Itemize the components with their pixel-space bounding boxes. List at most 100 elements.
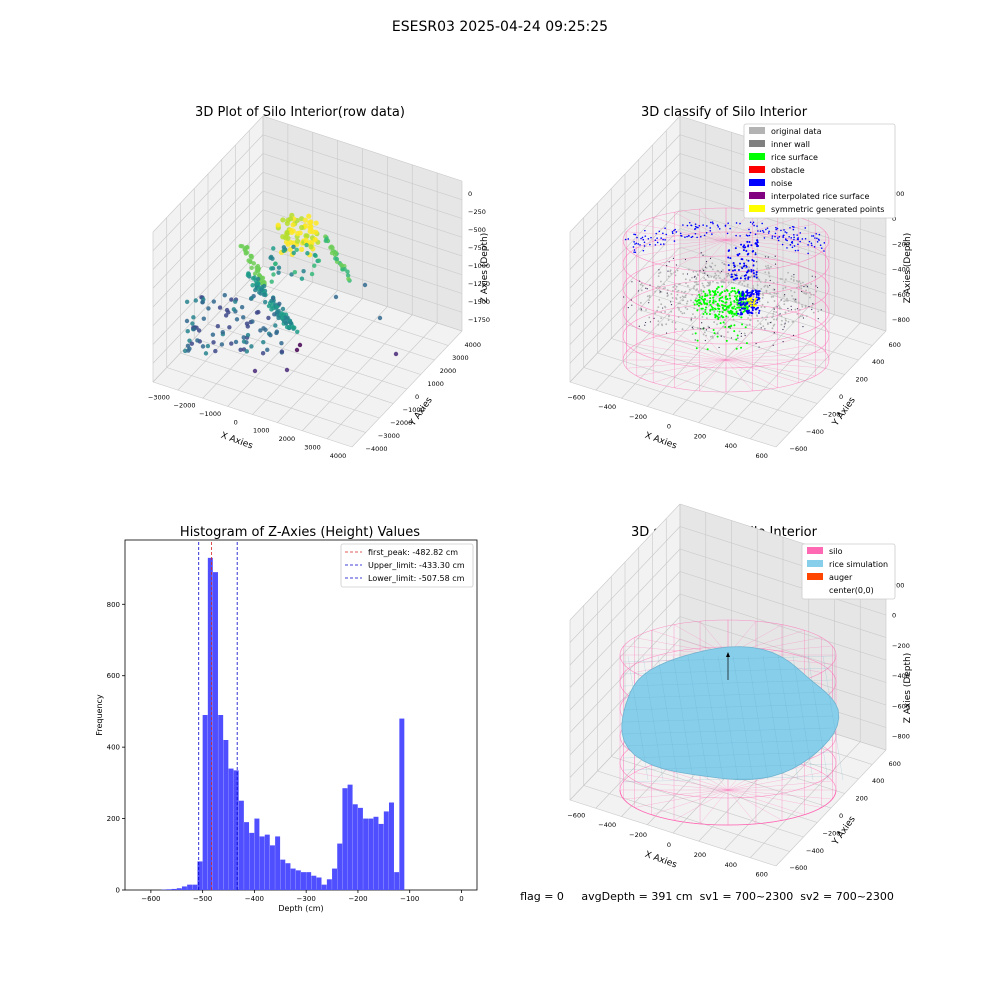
- classify-noise-point: [790, 241, 793, 244]
- rice-surface-meshline: [777, 655, 799, 781]
- classify-rice-point: [728, 304, 731, 307]
- classify-noise-point: [811, 244, 813, 247]
- classify-original-point: [756, 284, 759, 287]
- classify-noise-point: [747, 244, 750, 247]
- classify-silo-spoke: [725, 332, 778, 361]
- classify-rice-point: [730, 291, 733, 294]
- raw-data-point: [295, 230, 301, 237]
- classify-original-point: [684, 294, 687, 297]
- raw-data-point: [345, 269, 350, 274]
- simulation-silo-spoke: [634, 789, 729, 808]
- classify-interpolated-point: [668, 261, 670, 263]
- classify-original-point: [746, 285, 749, 288]
- simulation-z-tick: 200: [892, 581, 904, 589]
- classify-original-point: [793, 299, 796, 302]
- classify-rice-point: [701, 307, 704, 310]
- classify-original-point: [639, 301, 642, 304]
- classify-noise-point: [771, 237, 774, 239]
- classify-silo-spoke: [636, 223, 727, 241]
- classify-original-point: [648, 296, 651, 299]
- raw-y-tick: −3000: [378, 432, 400, 440]
- raw-data-point: [287, 216, 294, 222]
- classify-original-point: [725, 303, 728, 306]
- classify-original-point: [713, 276, 715, 279]
- classify-interpolated-point: [756, 261, 758, 263]
- classify-noise-point: [749, 231, 752, 234]
- classify-rice-point: [711, 306, 714, 309]
- classify-original-point: [772, 324, 775, 327]
- classify-original-point: [732, 275, 735, 278]
- classify-original-point: [772, 295, 775, 298]
- classify-original-point: [685, 302, 688, 305]
- classify-noise-point: [751, 223, 754, 225]
- classify-rice-point: [733, 313, 736, 316]
- classify-noise-point: [699, 235, 702, 238]
- classify-noise-point: [743, 264, 746, 267]
- status-text: flag = 0 avgDepth = 391 cm sv1 = 700~230…: [520, 890, 894, 903]
- classify-original-point: [670, 310, 673, 313]
- histogram-bar: [275, 836, 281, 890]
- classify-noise-point: [694, 223, 697, 225]
- raw-data-point: [260, 351, 266, 356]
- classify-noise-point: [807, 252, 809, 255]
- raw-data-point: [252, 368, 258, 374]
- classify-rice-point: [704, 293, 707, 296]
- classify-original-point: [727, 316, 730, 319]
- simulation-y-tick: 600: [889, 760, 901, 768]
- classify-interpolated-point: [704, 266, 707, 268]
- classify-original-point: [714, 264, 717, 267]
- classify-interpolated-point: [702, 270, 705, 272]
- classify-rice-point: [729, 301, 732, 304]
- classify-noise-point: [697, 226, 699, 229]
- classify-noise-point: [768, 230, 770, 233]
- classify-rice-point: [728, 294, 731, 297]
- histogram-bar: [337, 843, 343, 890]
- simulation-legend-swatch: [807, 547, 823, 554]
- raw-data-point: [259, 287, 264, 292]
- classify-interpolated-point: [718, 346, 720, 349]
- classify-noise-point: [746, 292, 749, 295]
- classify-noise-point: [756, 301, 759, 304]
- classify-original-point: [699, 300, 702, 303]
- classify-interpolated-point: [812, 303, 814, 305]
- simulation-x-tick: 600: [755, 871, 767, 879]
- classify-original-point: [725, 273, 728, 275]
- histogram-legend-frame: [340, 543, 474, 588]
- classify-original-point: [679, 296, 682, 299]
- classify-noise-point: [654, 239, 657, 241]
- histogram-y-tick-label: 0: [116, 887, 120, 895]
- classify-rice-point: [714, 292, 717, 295]
- raw-data-point: [269, 266, 274, 271]
- classify-original-point: [781, 319, 783, 322]
- classify-noise-point: [755, 290, 758, 293]
- classify-original-point: [775, 318, 778, 321]
- histogram-bar: [368, 818, 374, 890]
- classify-rice-point: [700, 303, 703, 306]
- classify-original-point: [679, 302, 682, 305]
- raw-data-point: [254, 281, 259, 286]
- raw-data-point: [273, 323, 278, 328]
- simulation-z-tick: −600: [892, 702, 910, 710]
- simulation-legend-swatch: [807, 573, 823, 580]
- classify-legend-label: rice surface: [771, 153, 818, 162]
- classify-original-point: [688, 268, 690, 271]
- classify-noise-point: [743, 274, 746, 277]
- classify-original-point: [706, 284, 709, 287]
- classify-original-point: [709, 283, 711, 285]
- classify-original-point: [743, 332, 746, 335]
- rice-surface-meshline: [792, 655, 814, 781]
- simulation-rice-surface: [621, 646, 844, 783]
- classify-interpolated-point: [755, 342, 757, 345]
- classify-legend-label: interpolated rice surface: [771, 192, 869, 201]
- classify-original-point: [660, 303, 663, 306]
- classify-rice-point: [725, 339, 728, 342]
- classify-legend-label: original data: [771, 127, 822, 136]
- classify-interpolated-point: [645, 287, 647, 289]
- classify-original-point: [723, 336, 726, 338]
- classify-interpolated-point: [705, 329, 708, 331]
- classify-noise-point: [811, 235, 813, 237]
- raw-data-point: [238, 243, 243, 249]
- histogram-bar: [171, 888, 177, 890]
- classify-silo-spoke: [653, 217, 727, 241]
- classify-noise-point: [691, 235, 694, 238]
